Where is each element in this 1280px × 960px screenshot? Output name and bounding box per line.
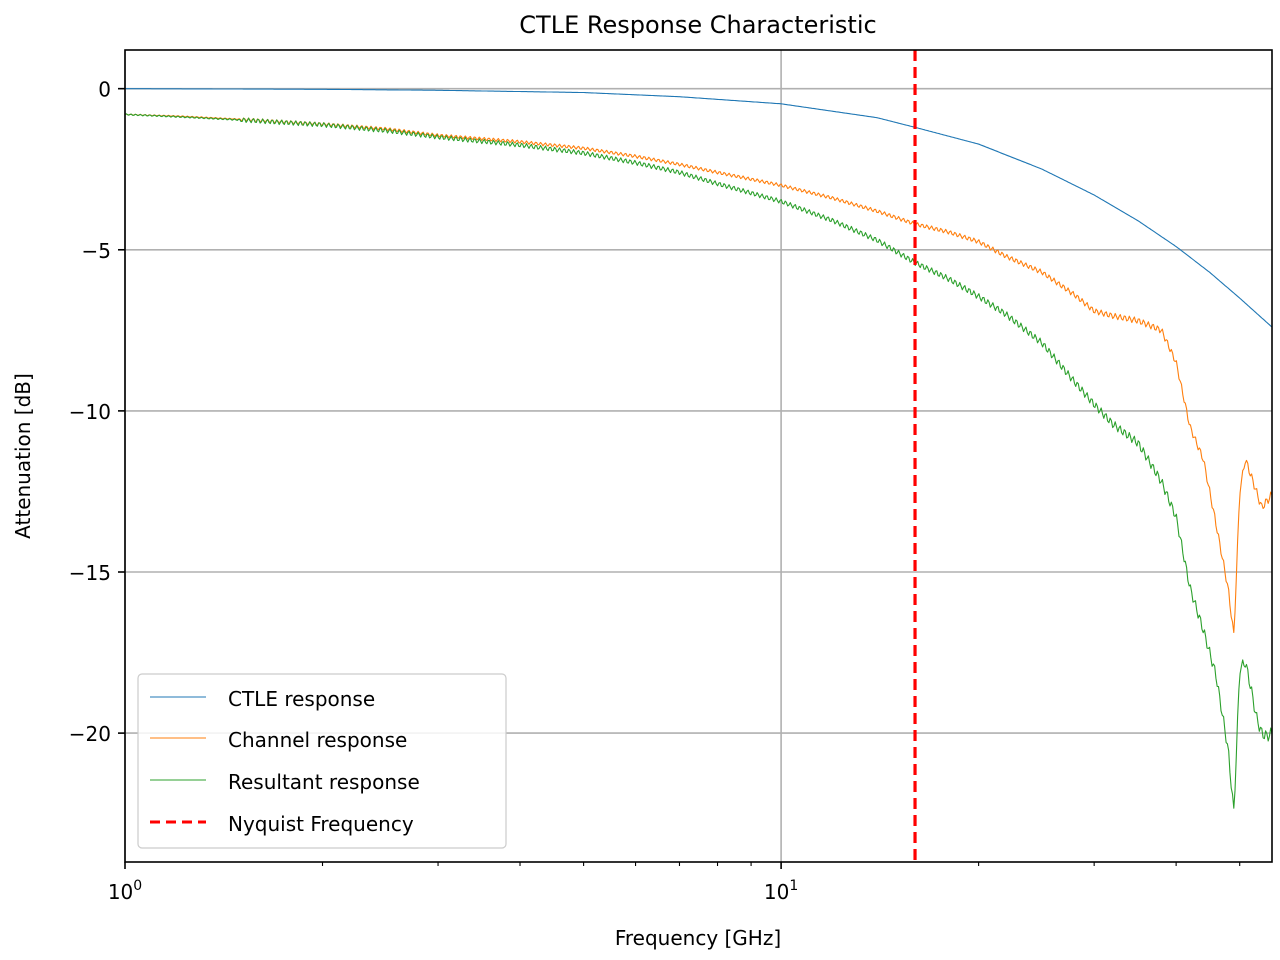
legend-label-nyquist: Nyquist Frequency (228, 812, 414, 836)
axis-ticks: 0 −5 −10 −15 −20 100 101 (69, 78, 1241, 904)
plot-frame (124, 49, 1273, 863)
series-line-0 (125, 88, 1273, 328)
x-axis-label: Frequency [GHz] (615, 926, 781, 950)
legend-box (137, 673, 507, 849)
chart-title: CTLE Response Characteristic (519, 11, 876, 39)
series-lines (124, 50, 1273, 862)
y-tick-label: −15 (69, 561, 111, 585)
x-tick-label: 100 (108, 878, 142, 904)
y-tick-label: −10 (69, 400, 111, 424)
series-line-2 (124, 113, 1273, 809)
legend-label-ctle: CTLE response (228, 687, 375, 711)
legend-label-resultant: Resultant response (228, 770, 420, 794)
series-line-1 (124, 113, 1273, 634)
y-tick-label: 0 (98, 78, 111, 102)
y-tick-label: −20 (69, 722, 111, 746)
y-axis-label: Attenuation [dB] (11, 373, 35, 539)
y-tick-label: −5 (82, 239, 111, 263)
legend: CTLE response Channel response Resultant… (137, 673, 507, 849)
x-tick-label: 101 (764, 878, 798, 904)
legend-label-channel: Channel response (228, 728, 407, 752)
